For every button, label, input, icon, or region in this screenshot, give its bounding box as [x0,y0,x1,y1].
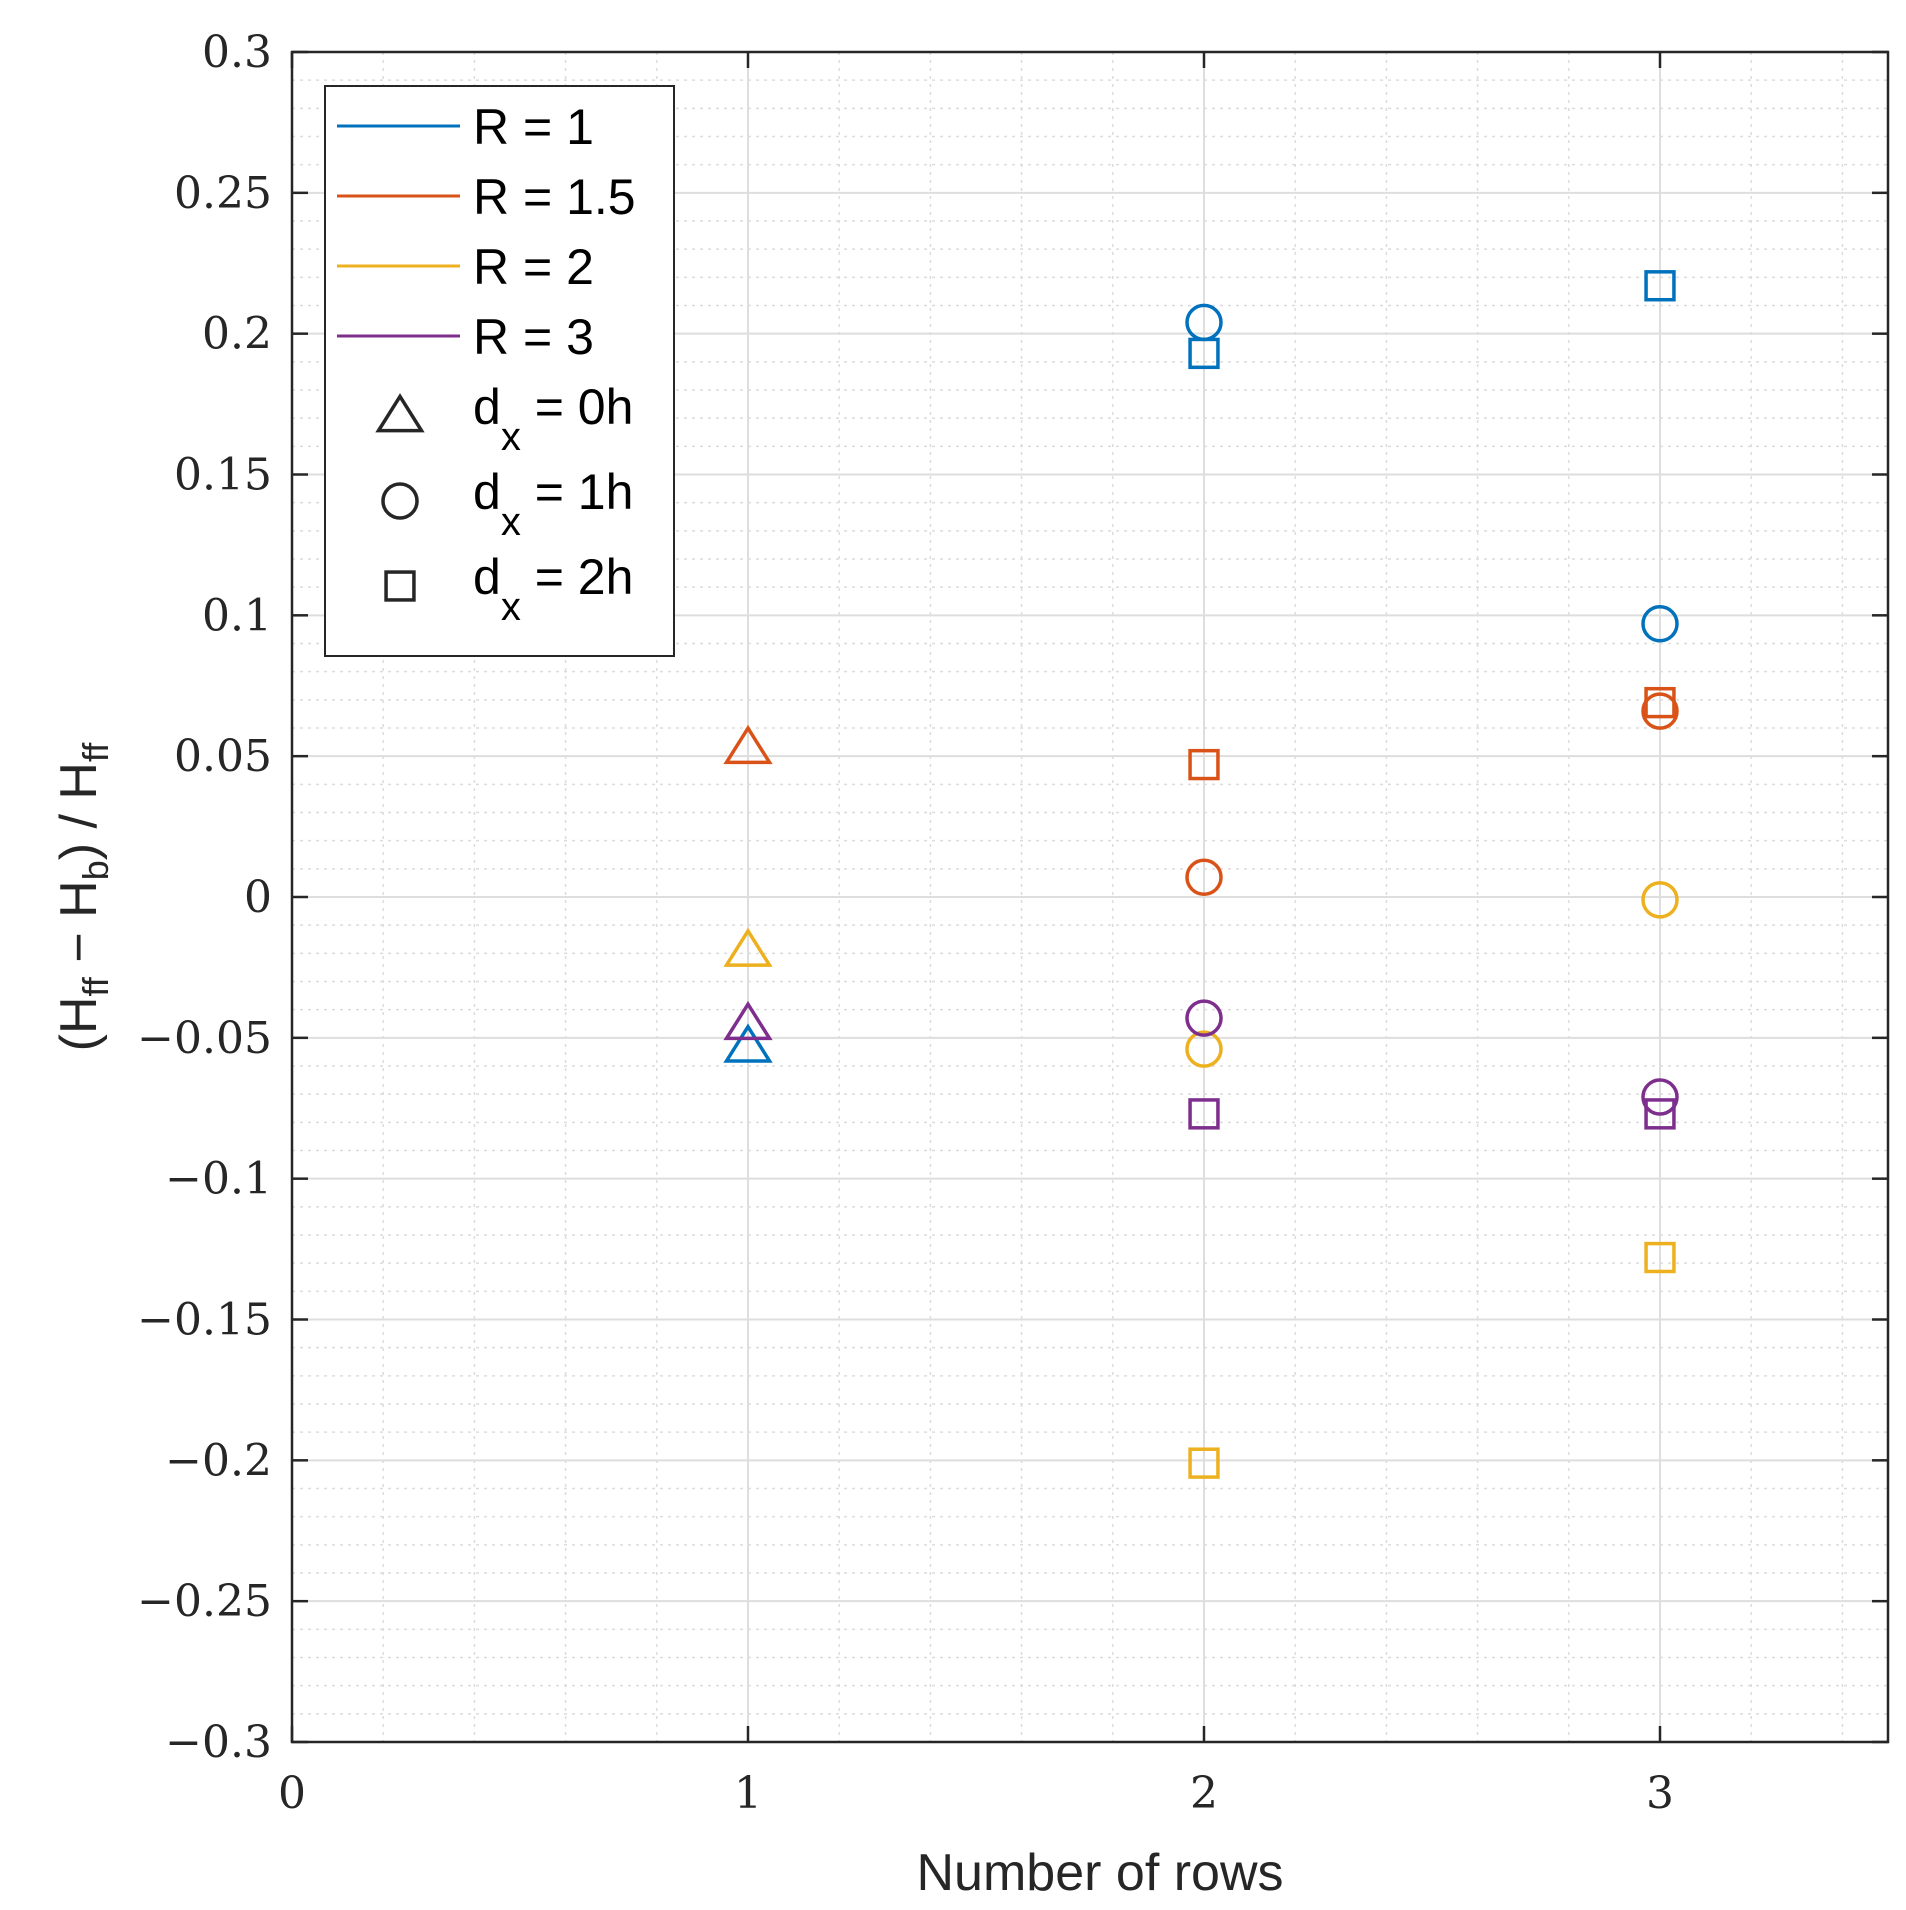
data-point-square [1188,1447,1220,1479]
legend-label: R = 2 [473,239,594,295]
data-point-triangle [723,927,773,967]
x-tick-label: 0 [278,1768,306,1819]
data-point-circle [1641,881,1679,919]
y-tick-label: −0.1 [165,1154,272,1205]
y-tick-label: 0.1 [202,590,272,641]
data-point-square [1644,1241,1676,1274]
y-tick-label: 0 [244,872,272,923]
data-point-square [1188,1098,1220,1130]
legend-marker-triangle [375,393,425,433]
data-point-square [1644,270,1676,302]
legend-label: R = 3 [473,309,594,365]
y-label-part-3: ) / H [50,762,108,860]
data-point-circle [1185,858,1223,897]
legend-box [324,85,675,657]
data-point-circle [1185,999,1223,1037]
legend-label: dx = 2h [473,549,633,629]
data-point-triangle [723,724,773,765]
y-label-part-1: (H [50,996,108,1051]
y-tick-label: −0.2 [165,1435,272,1486]
legend-marker-circle [381,482,419,520]
data-point-square [1644,686,1676,719]
axis-ticks [290,50,1888,1744]
y-tick-label: 0.05 [174,731,272,782]
y-tick-label: 0.2 [202,309,272,360]
legend-label: dx = 0h [473,379,633,459]
y-tick-labels: 0.3 0.25 0.2 0.15 0.1 0.05 0 −0.05 −0.1 −0.15 −0.2… [137,27,272,1768]
data-point-square [1644,1098,1676,1130]
data-markers [723,270,1679,1479]
data-point-triangle [723,1023,773,1063]
legend-label: R = 1 [473,99,594,155]
y-tick-label: 0.3 [202,27,272,78]
data-point-square [1188,337,1220,370]
y-tick-label: −0.05 [137,1013,272,1064]
y-label-sub-b: b [75,860,116,880]
y-tick-label: −0.3 [165,1717,272,1768]
data-point-circle [1641,692,1679,730]
x-axis-label: Number of rows [917,1844,1284,1902]
y-tick-label: −0.15 [137,1295,272,1346]
data-point-square [1188,748,1220,781]
data-point-triangle [723,1000,773,1041]
y-tick-label: 0.15 [174,450,272,501]
y-axis-label: (Hff − Hb) / Hff [50,742,116,1052]
data-point-circle [1185,1030,1223,1068]
legend-label: dx = 1h [473,464,633,544]
data-point-circle [1641,1078,1679,1116]
y-tick-label: 0.25 [174,168,272,219]
data-point-circle [1641,605,1679,643]
y-label-part-2: − H [50,880,108,977]
y-tick-label: −0.25 [137,1576,272,1627]
y-label-sub-ff-1: ff [75,976,116,996]
legend-label: R = 1.5 [473,169,636,225]
x-tick-label: 3 [1646,1768,1674,1819]
x-tick-label: 1 [734,1768,762,1819]
y-label-sub-ff-2: ff [75,742,116,762]
x-tick-labels: 0 1 2 3 [278,1768,1674,1819]
x-tick-label: 2 [1190,1768,1218,1819]
legend-marker-square [384,570,416,602]
